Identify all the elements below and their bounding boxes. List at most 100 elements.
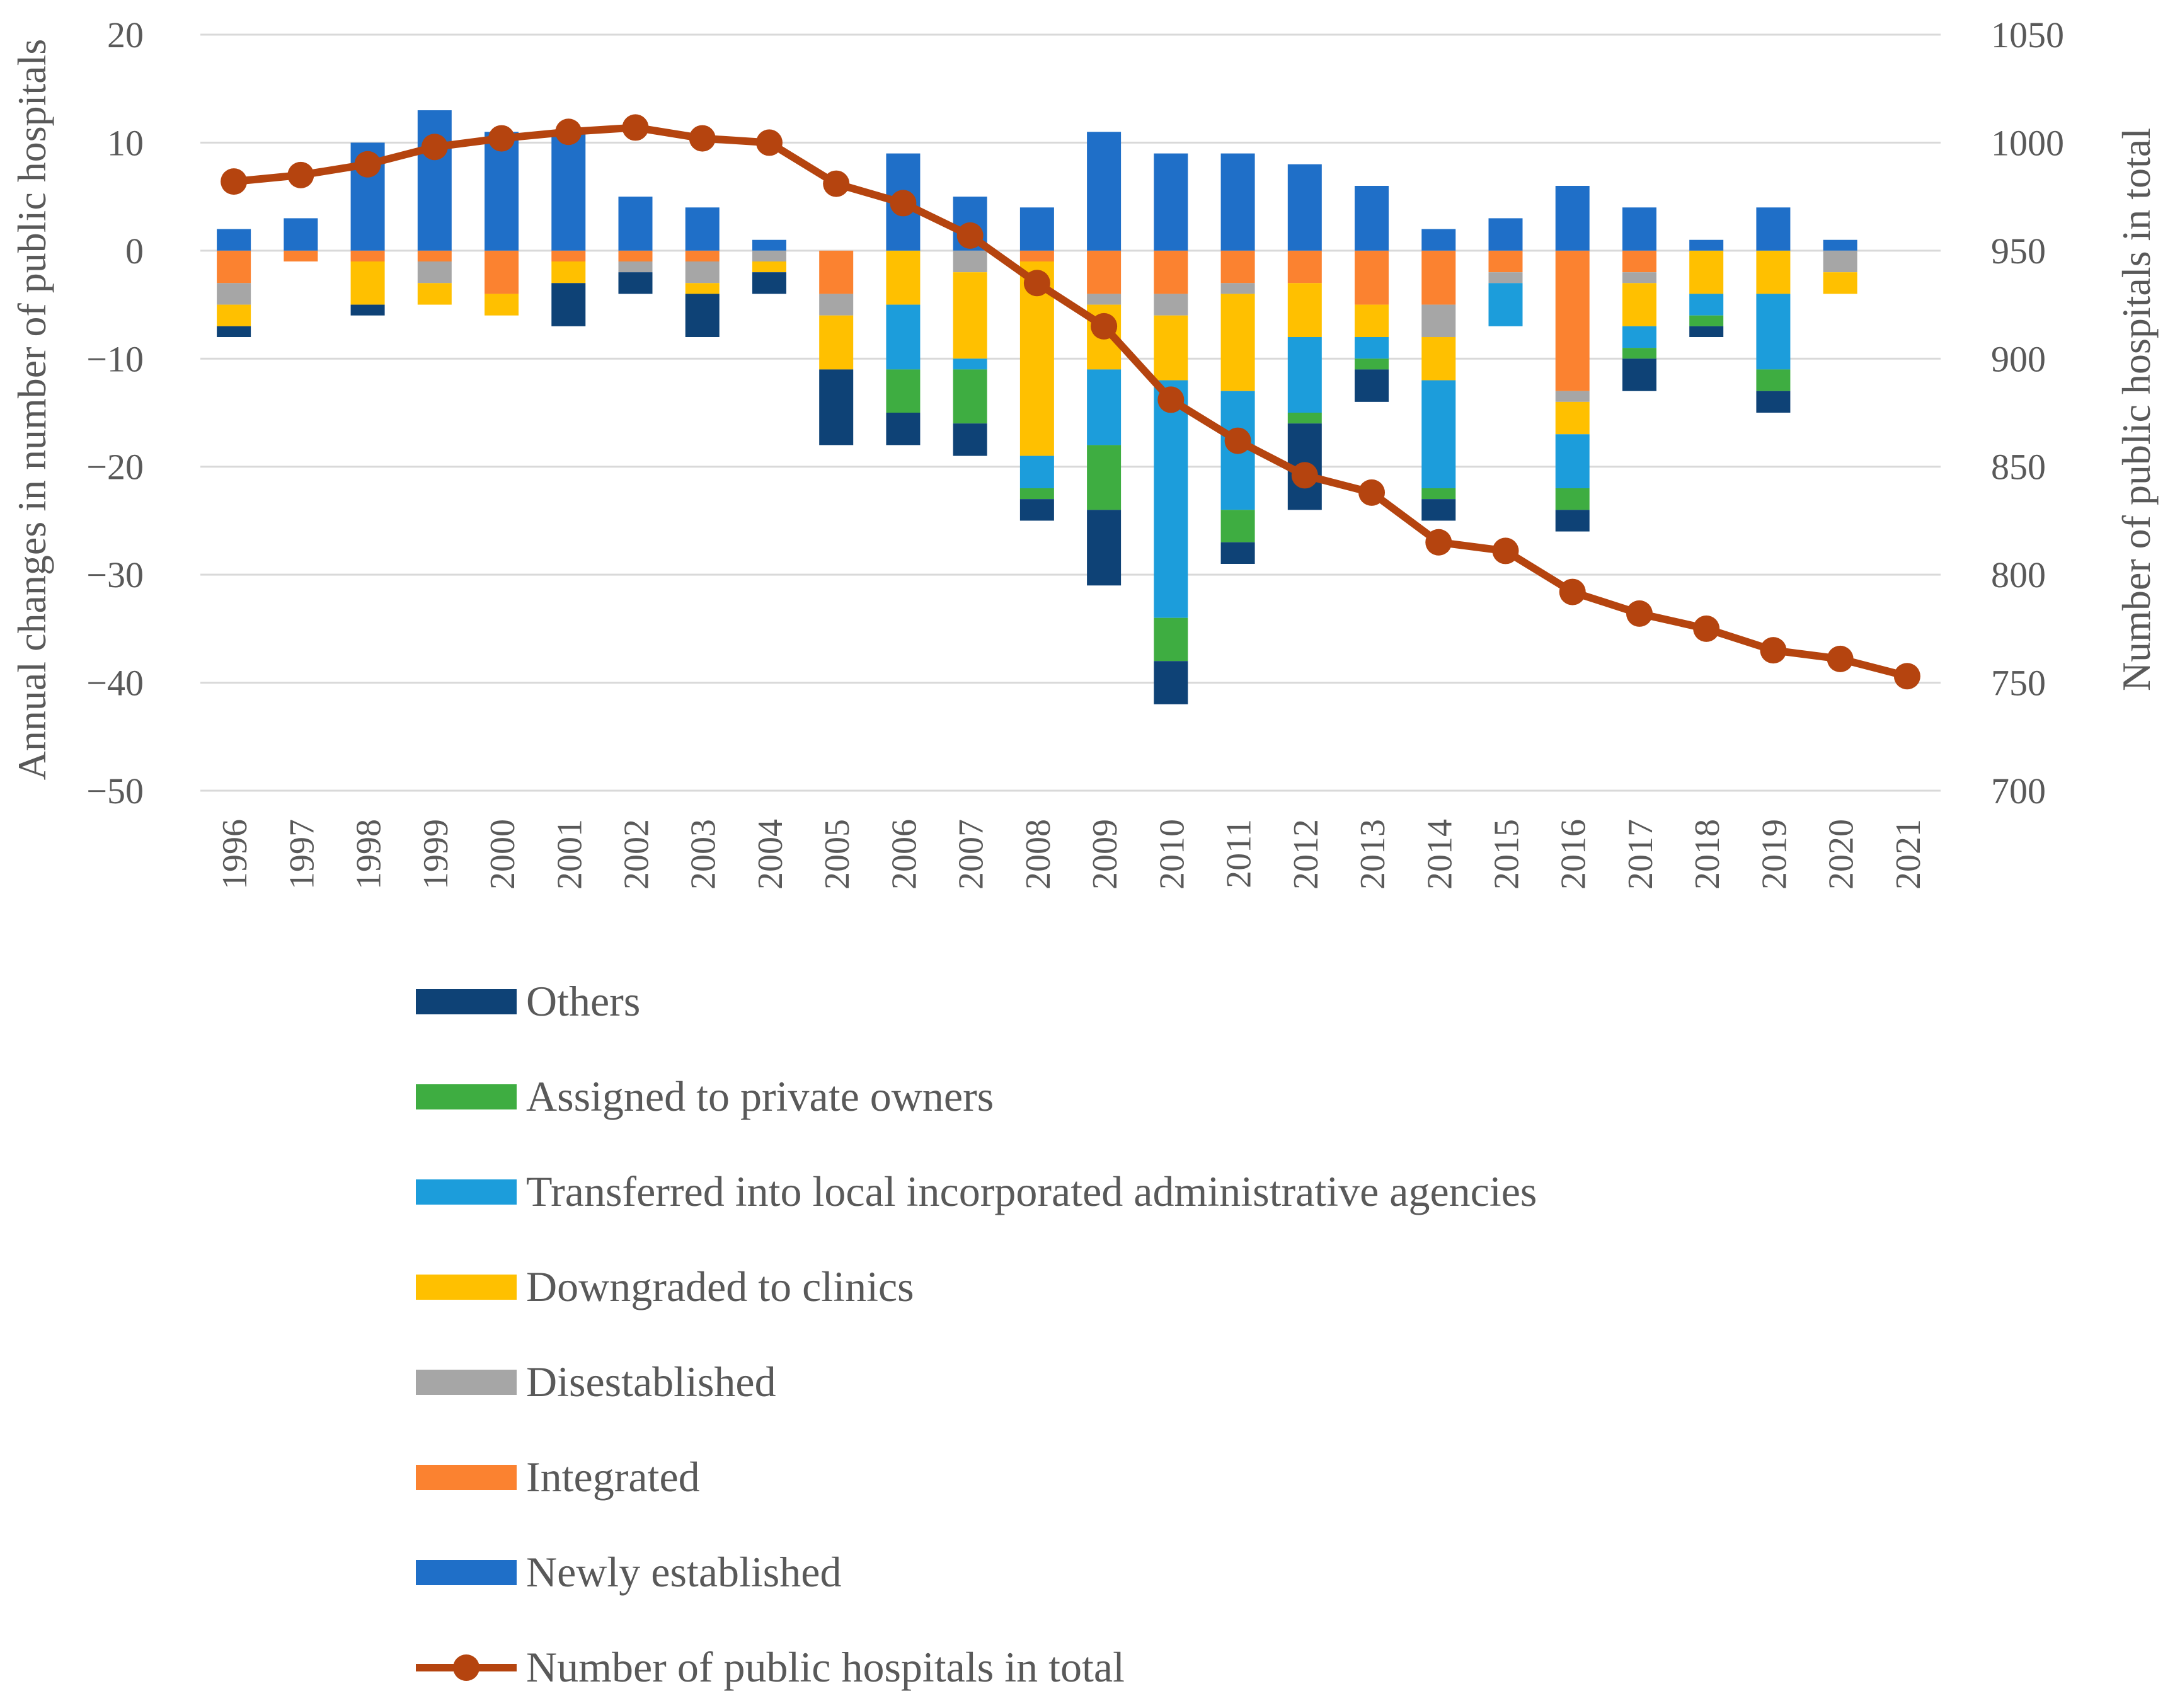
x-tick-label-2020: 2020	[1822, 819, 1861, 890]
x-tick-label-2014: 2014	[1420, 819, 1459, 890]
bar-integrated-2017	[1622, 250, 1656, 273]
x-tick-label-2012: 2012	[1287, 819, 1326, 890]
bar-others-2006	[886, 413, 921, 445]
bar-transferred-into-local-incorporated-administrative-agencies-2012	[1287, 337, 1322, 413]
x-tick-label-2015: 2015	[1488, 819, 1527, 890]
bar-others-2009	[1087, 510, 1122, 586]
total-point-2020	[1827, 645, 1854, 672]
x-tick-label-1996: 1996	[215, 819, 255, 890]
left-tick-label-4: −20	[86, 447, 144, 488]
legend-swatch-newly-established	[416, 1560, 517, 1585]
total-point-2014	[1425, 529, 1452, 556]
bar-integrated-2001	[551, 250, 586, 261]
bar-disestablished-2014	[1421, 304, 1456, 337]
total-point-2000	[488, 125, 515, 152]
bar-others-2004	[752, 272, 786, 294]
total-point-1997	[287, 161, 314, 188]
bar-newly-established-2015	[1488, 218, 1523, 251]
bar-integrated-2009	[1087, 250, 1122, 294]
bar-transferred-into-local-incorporated-administrative-agencies-2018	[1689, 294, 1724, 316]
bar-downgraded-to-clinics-2001	[551, 261, 586, 284]
bar-integrated-2011	[1220, 250, 1255, 284]
bar-disestablished-2016	[1555, 391, 1590, 402]
bar-assigned-to-private-owners-2018	[1689, 315, 1724, 326]
right-tick-label-6: 750	[1991, 663, 2046, 704]
bar-integrated-1996	[217, 250, 251, 284]
total-point-2015	[1492, 537, 1519, 565]
bar-transferred-into-local-incorporated-administrative-agencies-2014	[1421, 380, 1456, 488]
bar-downgraded-to-clinics-2007	[953, 272, 987, 359]
total-point-2017	[1626, 600, 1653, 627]
bar-newly-established-1999	[417, 110, 452, 251]
bar-transferred-into-local-incorporated-administrative-agencies-2006	[886, 304, 921, 370]
bar-newly-established-1997	[284, 218, 318, 251]
bar-disestablished-2011	[1220, 283, 1255, 294]
right-tick-label-3: 900	[1991, 338, 2046, 379]
x-tick-label-2013: 2013	[1353, 819, 1392, 890]
total-point-2018	[1693, 615, 1720, 642]
bar-integrated-2014	[1421, 250, 1456, 305]
bar-newly-established-1996	[217, 229, 251, 251]
bar-transferred-into-local-incorporated-administrative-agencies-2007	[953, 358, 987, 370]
bar-newly-established-2001	[551, 132, 586, 251]
bar-newly-established-2010	[1154, 153, 1188, 251]
legend-label-transferred-into-local-incorporated-administrative-agencies: Transferred into local incorporated admi…	[526, 1167, 1537, 1215]
left-tick-label-6: −40	[86, 663, 144, 704]
bar-downgraded-to-clinics-2010	[1154, 315, 1188, 381]
bar-disestablished-2002	[618, 261, 653, 273]
bar-others-2003	[685, 294, 720, 337]
x-tick-label-1998: 1998	[350, 819, 389, 890]
bar-others-2001	[551, 283, 586, 326]
right-axis-title: Number of public hospitals in total	[2114, 128, 2159, 691]
bar-downgraded-to-clinics-2006	[886, 250, 921, 305]
x-tick-label-2006: 2006	[885, 819, 924, 890]
bar-others-2010	[1154, 661, 1188, 704]
stacked-bars	[217, 110, 1857, 704]
bar-others-1996	[217, 326, 251, 337]
bar-newly-established-2002	[618, 197, 653, 251]
bar-assigned-to-private-owners-2016	[1555, 488, 1590, 510]
bar-downgraded-to-clinics-2011	[1220, 294, 1255, 391]
x-tick-label-2019: 2019	[1755, 819, 1794, 890]
total-point-2001	[555, 118, 582, 146]
left-axis-ticks: 20 10 0 −10 −20 −30 −40 −50	[86, 14, 144, 811]
legend-label-downgraded-to-clinics: Downgraded to clinics	[526, 1263, 914, 1310]
left-tick-label-2: 0	[125, 231, 144, 272]
right-tick-label-1: 1000	[1991, 122, 2064, 163]
bar-others-2011	[1220, 542, 1255, 564]
gridlines	[200, 33, 1941, 792]
legend-swatch-integrated	[416, 1465, 517, 1490]
bar-others-2007	[953, 423, 987, 456]
legend-marker-number-of-public-hospitals-in-total	[453, 1654, 479, 1681]
bar-integrated-2015	[1488, 250, 1523, 273]
x-tick-label-2021: 2021	[1889, 819, 1928, 890]
bar-others-2008	[1019, 499, 1054, 521]
x-tick-label-2005: 2005	[818, 819, 857, 890]
bar-disestablished-1999	[417, 261, 452, 284]
x-tick-label-2017: 2017	[1621, 819, 1660, 890]
bar-disestablished-2010	[1154, 294, 1188, 316]
bar-disestablished-2003	[685, 261, 720, 284]
total-point-2011	[1224, 427, 1251, 454]
bar-downgraded-to-clinics-2012	[1287, 283, 1322, 337]
bar-others-2016	[1555, 510, 1590, 532]
bar-transferred-into-local-incorporated-administrative-agencies-2008	[1019, 456, 1054, 488]
legend-swatch-disestablished	[416, 1370, 517, 1395]
total-point-2002	[622, 114, 649, 141]
bar-downgraded-to-clinics-2003	[685, 283, 720, 294]
x-tick-label-2007: 2007	[952, 819, 991, 890]
bar-integrated-1999	[417, 250, 452, 261]
bar-assigned-to-private-owners-2017	[1622, 348, 1656, 359]
x-tick-label-2008: 2008	[1019, 819, 1058, 890]
bar-assigned-to-private-owners-2008	[1019, 488, 1054, 500]
bar-others-2005	[819, 369, 854, 445]
bar-integrated-2010	[1154, 250, 1188, 294]
total-point-2019	[1760, 637, 1787, 664]
total-point-2004	[755, 129, 783, 156]
bar-assigned-to-private-owners-2009	[1087, 445, 1122, 510]
bar-downgraded-to-clinics-2019	[1756, 250, 1791, 294]
total-point-2009	[1091, 312, 1118, 340]
total-point-2012	[1291, 462, 1318, 489]
bar-others-2017	[1622, 358, 1656, 391]
bar-disestablished-2004	[752, 250, 786, 261]
